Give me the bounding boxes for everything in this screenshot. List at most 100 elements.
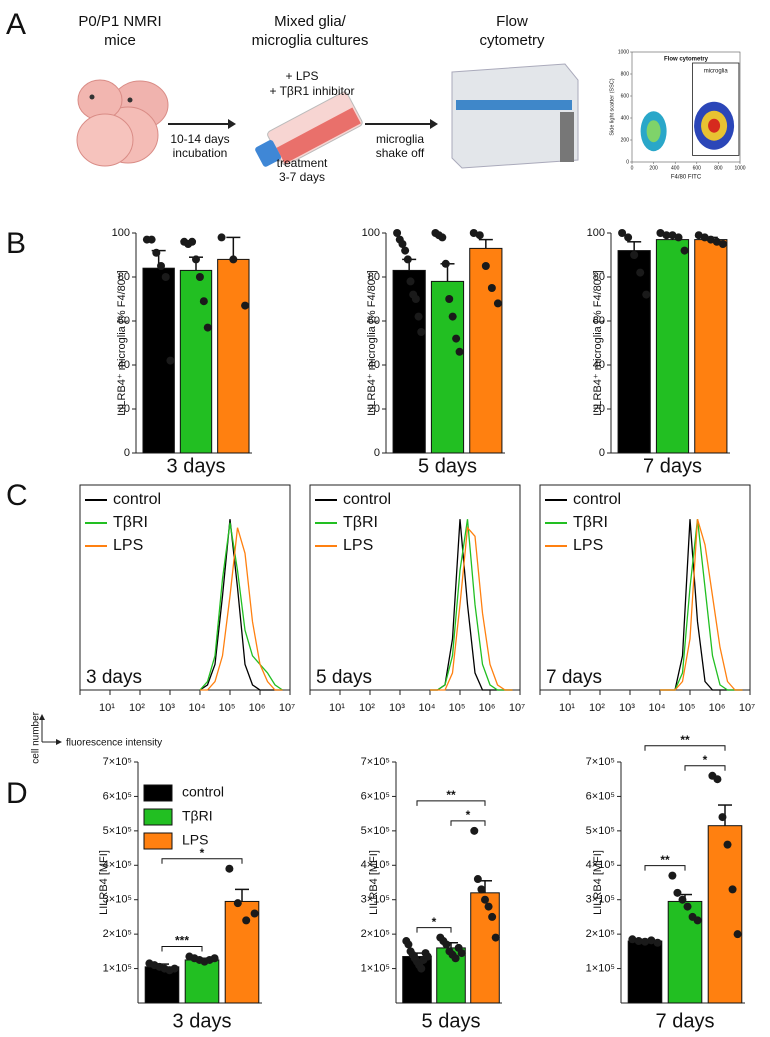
data-point	[192, 255, 200, 264]
schematic-label: P0/P1 NMRI	[78, 13, 161, 30]
step-label: 3-7 days	[279, 170, 325, 184]
data-point	[398, 240, 407, 248]
data-point	[683, 902, 692, 911]
histogram-line	[199, 519, 283, 691]
data-point	[491, 933, 500, 942]
data-point	[653, 938, 662, 947]
y-tick-label: 20	[593, 403, 605, 415]
schematic-label: Mixed glia/	[274, 13, 347, 30]
legend-label: control	[573, 491, 621, 508]
mice-illustration	[76, 79, 169, 167]
bar	[144, 966, 180, 1004]
legend-swatch	[143, 832, 173, 850]
schematic-label: mice	[104, 32, 136, 49]
x-tick-label: 10⁵	[219, 702, 236, 714]
data-point	[417, 328, 426, 336]
data-point	[170, 964, 179, 973]
data-point	[210, 954, 219, 963]
data-point	[636, 268, 645, 277]
data-point	[678, 895, 687, 904]
y-tick-label: 100	[112, 227, 130, 239]
bar	[707, 825, 743, 1004]
plot-frame	[79, 484, 291, 691]
data-point	[624, 233, 633, 242]
y-axis-title: LILRB4⁺ microglia [% F4/80⁺]	[366, 270, 378, 416]
y-tick-label: 4×10⁵	[103, 859, 132, 871]
panel-label: D	[6, 777, 28, 810]
y-tick-label: 2×10⁵	[586, 928, 615, 940]
significance-bracket	[161, 858, 243, 864]
step-label: 10-14 days	[170, 132, 229, 146]
y-tick-label: 7×10⁵	[586, 756, 615, 768]
x-tick-label: 10⁷	[279, 702, 295, 714]
y-axis-title: LILRB4 [MFI]	[98, 850, 110, 915]
data-point	[473, 875, 482, 884]
y-tick-label: 60	[593, 315, 605, 327]
data-point	[668, 871, 677, 880]
arrow	[168, 119, 236, 129]
data-point	[481, 895, 489, 904]
x-tick-label: 10²	[589, 702, 605, 714]
y-tick-label: 40	[593, 359, 605, 371]
significance-label: *	[466, 808, 471, 822]
legend-label: LPS	[343, 537, 373, 554]
significance-bracket	[416, 800, 486, 806]
bar	[617, 250, 651, 454]
bar	[217, 258, 250, 454]
x-axis-title: 7 days	[656, 1010, 715, 1032]
x-tick-label: 10⁶	[249, 702, 266, 714]
data-point	[448, 312, 457, 321]
data-point	[457, 949, 466, 958]
panel-label: C	[6, 479, 28, 512]
x-axis-title: 3 days	[173, 1010, 232, 1032]
x-tick-label: 10³	[389, 702, 405, 714]
panel-label: A	[6, 8, 26, 41]
data-point	[161, 273, 170, 281]
gate	[692, 62, 740, 156]
data-point	[493, 299, 502, 308]
x-tick-label: 10⁷	[739, 702, 755, 714]
y-tick-label: 6×10⁵	[361, 790, 390, 802]
data-point	[647, 936, 656, 945]
population	[708, 118, 721, 133]
x-tick-label: 10⁶	[479, 702, 496, 714]
data-point	[668, 231, 677, 240]
y-axis-title: LILRB4⁺ microglia [% F4/80⁺]	[116, 270, 128, 416]
x-tick-label: 10⁷	[509, 702, 525, 714]
histogram-line	[199, 522, 283, 691]
bar	[184, 959, 220, 1004]
legend-label: LPS	[573, 537, 603, 554]
y-tick-label: 0	[599, 447, 605, 459]
treatment-label: + TβR1 inhibitor	[269, 84, 354, 98]
y-tick-label: 40	[368, 359, 380, 371]
significance-label: ***	[175, 934, 189, 948]
y-tick-label: 3×10⁵	[103, 894, 132, 906]
data-point	[414, 312, 423, 321]
inset-tick-label: 600	[621, 93, 630, 99]
data-point	[642, 290, 651, 299]
data-point	[403, 255, 412, 264]
y-tick-label: 0	[374, 447, 380, 459]
x-tick-label: 10¹	[99, 702, 115, 714]
data-point	[455, 347, 464, 356]
y-tick-label: 7×10⁵	[361, 756, 390, 768]
y-axis-title: LILRB4 [MFI]	[592, 850, 604, 915]
data-point	[470, 826, 479, 835]
y-tick-label: 5×10⁵	[361, 825, 390, 837]
y-tick-label: 0	[124, 447, 130, 459]
data-point	[411, 295, 420, 303]
arrow	[365, 119, 438, 129]
y-tick-label: 3×10⁵	[361, 894, 390, 906]
data-point	[241, 301, 250, 310]
bar	[694, 239, 728, 454]
y-tick-label: 1×10⁵	[586, 962, 615, 974]
significance-label: **	[680, 733, 690, 747]
y-tick-label: 80	[593, 271, 605, 283]
significance-bracket	[450, 820, 486, 826]
panel-text: 3 days	[86, 667, 142, 688]
data-point	[656, 229, 665, 237]
legend-label: control	[182, 784, 224, 800]
bar	[430, 280, 465, 454]
data-point	[694, 231, 703, 240]
data-point	[469, 229, 478, 237]
